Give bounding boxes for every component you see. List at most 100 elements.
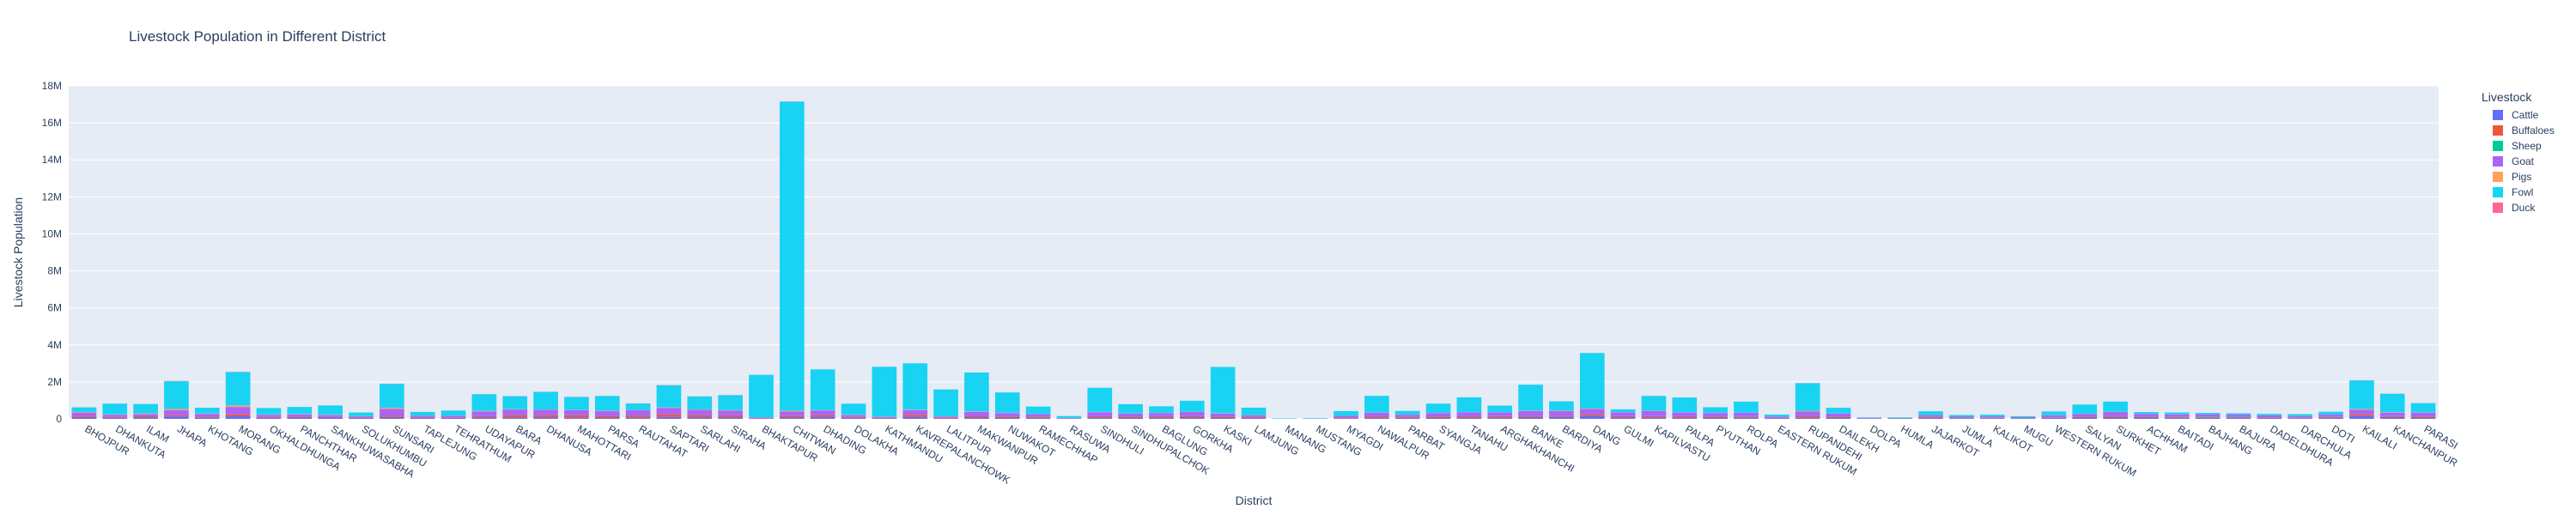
bar-fowl — [718, 395, 743, 410]
bar-cattle — [2072, 417, 2098, 419]
bar-goat — [1765, 416, 1789, 418]
bar-fowl — [1179, 400, 1205, 412]
bar-buffaloes — [256, 416, 282, 418]
y-tick-label: 2M — [47, 376, 62, 388]
bar-buffaloes — [102, 416, 128, 418]
bar-buffaloes — [933, 417, 958, 419]
bar-cattle — [1579, 415, 1605, 419]
bar-pigs — [133, 413, 158, 415]
bar-pigs — [71, 411, 97, 413]
bar-buffaloes — [440, 417, 466, 418]
bar-buffaloes — [2072, 416, 2098, 418]
bar-cattle — [1610, 417, 1636, 419]
bar-goat — [872, 416, 897, 418]
bar-cattle — [2010, 418, 2036, 419]
bar-fowl — [1334, 410, 1358, 416]
bar-goat — [1734, 412, 1759, 416]
bar-cattle — [1979, 418, 2005, 419]
bar-fowl — [1149, 406, 1174, 413]
legend-swatch-cattle — [2493, 110, 2503, 120]
legend-title: Livestock — [2482, 90, 2532, 104]
bar-cattle — [502, 417, 528, 419]
bar-buffaloes — [1672, 415, 1698, 418]
bar-buffaloes — [1179, 415, 1205, 418]
bar-fowl — [287, 407, 313, 415]
bar-cattle — [2226, 417, 2251, 419]
bar-pigs — [780, 410, 805, 412]
bar-cattle — [256, 417, 282, 419]
bar-buffaloes — [1456, 415, 1482, 418]
bar-cattle — [902, 416, 928, 419]
bar-fowl — [1118, 403, 1143, 414]
bar-cattle — [656, 416, 682, 419]
bar-buffaloes — [533, 415, 558, 418]
bar-goat — [1087, 412, 1113, 416]
bar-cattle — [2134, 417, 2159, 419]
bar-fowl — [2287, 414, 2313, 416]
bar-buffaloes — [2257, 417, 2282, 418]
bar-cattle — [1703, 417, 1728, 419]
bar-buffaloes — [564, 415, 589, 418]
bar-goat — [1241, 415, 1267, 417]
bar-buffaloes — [2318, 416, 2343, 418]
bar-fowl — [102, 403, 128, 415]
bar-fowl — [502, 396, 528, 409]
bar-cattle — [964, 417, 989, 419]
bar-goat — [1518, 410, 1543, 416]
bar-buffaloes — [964, 415, 989, 418]
bar-goat — [2072, 414, 2098, 417]
bar-fowl — [1456, 397, 1482, 413]
bar-goat — [1210, 413, 1236, 417]
bar-fowl — [410, 411, 435, 416]
bar-fowl — [810, 369, 835, 410]
bar-buffaloes — [1610, 415, 1636, 418]
bar-cattle — [1918, 417, 1943, 419]
bar-cattle — [2103, 416, 2128, 419]
bar-fowl — [349, 412, 374, 416]
legend-swatch-pigs — [2493, 172, 2503, 182]
bar-goat — [2041, 415, 2067, 417]
bar-buffaloes — [133, 415, 158, 418]
bar-fowl — [656, 385, 682, 408]
bar-fowl — [2195, 413, 2221, 415]
bar-fowl — [994, 392, 1020, 413]
bar-fowl — [1241, 407, 1267, 415]
bar-cattle — [2257, 417, 2282, 419]
bar-fowl — [440, 410, 466, 416]
legend-label-sheep: Sheep — [2512, 140, 2542, 152]
bar-fowl — [933, 389, 958, 417]
bar-goat — [1487, 412, 1513, 416]
bar-fowl — [1579, 353, 1605, 409]
bar-buffaloes — [656, 415, 682, 417]
bar-buffaloes — [1641, 415, 1667, 418]
legend-label-cattle: Cattle — [2512, 109, 2539, 121]
legend-swatch-fowl — [2493, 187, 2503, 197]
bar-buffaloes — [318, 416, 343, 418]
bar-fowl — [1795, 383, 1820, 411]
bar-cattle — [810, 416, 835, 419]
bar-buffaloes — [1918, 417, 1943, 418]
bar-goat — [1949, 415, 1974, 418]
bar-cattle — [1394, 417, 1420, 419]
bar-fowl — [1672, 397, 1698, 413]
bar-cattle — [625, 417, 651, 419]
bar-fowl — [1425, 403, 1451, 414]
bar-buffaloes — [718, 415, 743, 418]
bar-cattle — [1334, 418, 1358, 419]
bar-buffaloes — [2410, 416, 2436, 418]
bar-goat — [810, 410, 835, 415]
bar-buffaloes — [1734, 416, 1759, 418]
bar-fowl — [1549, 401, 1574, 411]
bar-goat — [71, 412, 97, 416]
bar-goat — [841, 415, 866, 417]
y-tick-label: 10M — [42, 227, 62, 239]
bar-fowl — [2010, 415, 2036, 417]
bar-buffaloes — [2226, 417, 2251, 418]
bar-buffaloes — [410, 417, 435, 418]
bar-cattle — [2164, 417, 2190, 419]
bar-buffaloes — [502, 415, 528, 418]
y-tick-label: 14M — [42, 154, 62, 166]
bar-buffaloes — [1826, 416, 1851, 418]
bar-pigs — [1549, 410, 1574, 411]
